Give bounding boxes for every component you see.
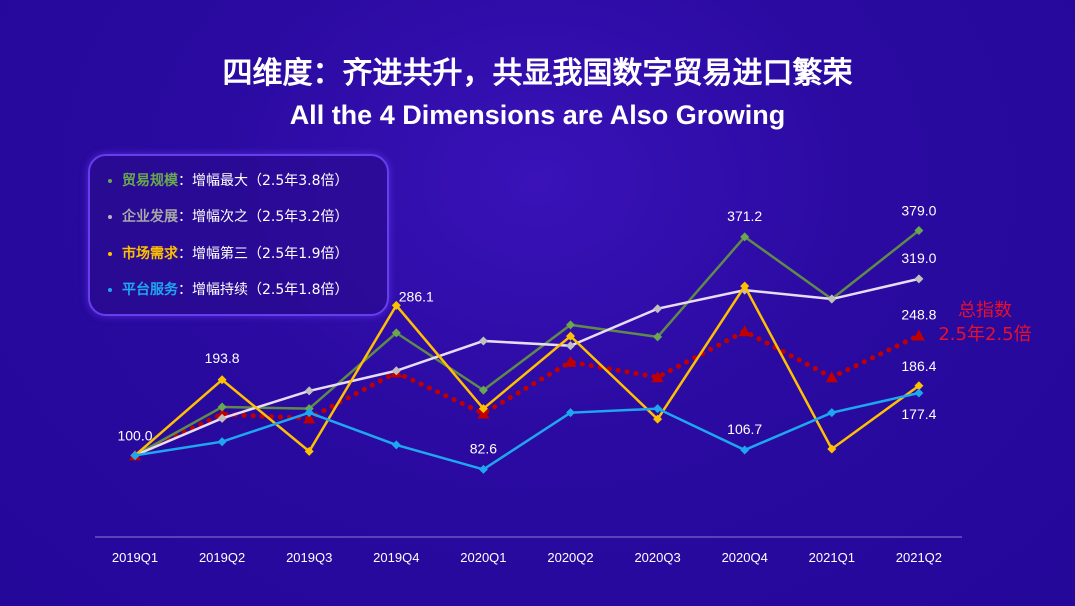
- data-point: [827, 408, 837, 418]
- data-point: [827, 294, 837, 304]
- data-point: [217, 402, 227, 412]
- data-label: 193.8: [205, 350, 240, 366]
- series-line: [134, 277, 920, 457]
- page-title: 四维度：齐进共升，共显我国数字贸易进口繁荣: [222, 56, 853, 91]
- series-line: [134, 283, 920, 457]
- data-point: [653, 414, 663, 424]
- data-point: [217, 375, 227, 385]
- x-tick-label: 2019Q4: [373, 550, 419, 565]
- legend-item-market: 市场需求：增幅第三（2.5年1.9倍）: [108, 243, 349, 263]
- data-point: [391, 366, 401, 376]
- data-label: 106.7: [727, 421, 762, 437]
- data-point: [304, 408, 314, 418]
- x-tick-label: 2019Q3: [286, 550, 332, 565]
- data-point: [217, 413, 227, 423]
- data-label: 177.4: [901, 406, 936, 422]
- legend-desc: ：增幅最大（2.5年3.8倍）: [178, 173, 349, 189]
- data-point: [478, 385, 488, 395]
- annotation-total-growth: 2.5年2.5倍: [938, 324, 1031, 345]
- data-point: [478, 336, 488, 346]
- legend-name: 市场需求: [122, 246, 178, 262]
- bullet-icon: [108, 288, 112, 292]
- series-line: [134, 229, 920, 457]
- data-point: [912, 329, 925, 341]
- data-point: [653, 404, 663, 414]
- data-label: 286.1: [399, 288, 434, 304]
- bullet-icon: [108, 215, 112, 219]
- legend-box: 贸易规模：增幅最大（2.5年3.8倍） 企业发展：增幅次之（2.5年3.2倍） …: [88, 154, 389, 316]
- data-point: [827, 444, 837, 454]
- series-line: [132, 328, 922, 458]
- legend-name: 企业发展: [122, 209, 178, 225]
- x-tick-label: 2020Q4: [722, 550, 768, 565]
- x-tick-label: 2021Q2: [896, 550, 942, 565]
- bullet-icon: [108, 252, 112, 256]
- series-line: [134, 391, 920, 471]
- x-tick-label: 2020Q3: [634, 550, 680, 565]
- x-tick-label: 2019Q1: [112, 550, 158, 565]
- bullet-icon: [108, 179, 112, 183]
- data-point: [914, 381, 924, 391]
- data-point: [914, 226, 924, 236]
- page-subtitle: All the 4 Dimensions are Also Growing: [289, 100, 786, 130]
- data-point: [653, 332, 663, 342]
- data-point: [653, 304, 663, 314]
- data-point: [304, 446, 314, 456]
- data-label: 371.2: [727, 208, 762, 224]
- data-point: [740, 281, 750, 291]
- legend-item-trade-scale: 贸易规模：增幅最大（2.5年3.8倍）: [108, 170, 349, 190]
- data-point: [566, 331, 575, 341]
- data-point: [391, 440, 401, 450]
- legend-desc: ：增幅第三（2.5年1.9倍）: [178, 246, 349, 262]
- x-tick-label: 2019Q2: [199, 550, 245, 565]
- data-point: [217, 437, 227, 447]
- data-point: [651, 371, 664, 383]
- data-point: [478, 404, 488, 414]
- data-label: 379.0: [901, 203, 936, 219]
- legend-desc: ：增幅次之（2.5年3.2倍）: [178, 209, 349, 225]
- x-tick-label: 2021Q1: [809, 550, 855, 565]
- data-point: [304, 386, 314, 396]
- data-point: [914, 274, 924, 284]
- data-point: [738, 325, 751, 337]
- legend-name: 贸易规模: [122, 173, 178, 189]
- data-point: [566, 320, 575, 330]
- data-point: [566, 341, 575, 351]
- data-point: [564, 355, 577, 367]
- data-point: [825, 371, 838, 383]
- x-tick-label: 2020Q2: [547, 550, 593, 565]
- legend-name: 平台服务: [122, 282, 178, 298]
- data-label: 186.4: [901, 358, 936, 374]
- legend-desc: ：增幅持续（2.5年1.8倍）: [178, 282, 349, 298]
- x-tick-label: 2020Q1: [460, 550, 506, 565]
- legend-item-enterprise: 企业发展：增幅次之（2.5年3.2倍）: [108, 206, 349, 226]
- data-point: [303, 412, 316, 424]
- data-point: [391, 328, 401, 338]
- data-point: [478, 464, 488, 474]
- data-point: [914, 388, 924, 398]
- data-label: 248.8: [901, 306, 936, 322]
- data-point: [130, 450, 140, 460]
- data-point: [391, 300, 401, 310]
- data-point: [740, 232, 750, 242]
- data-label: 82.6: [470, 440, 497, 456]
- data-point: [566, 408, 575, 418]
- data-label: 100.0: [117, 427, 152, 443]
- annotation-total-title: 总指数: [958, 300, 1012, 321]
- data-point: [740, 445, 750, 455]
- data-label: 319.0: [901, 250, 936, 266]
- legend-item-platform: 平台服务：增幅持续（2.5年1.8倍）: [108, 279, 349, 299]
